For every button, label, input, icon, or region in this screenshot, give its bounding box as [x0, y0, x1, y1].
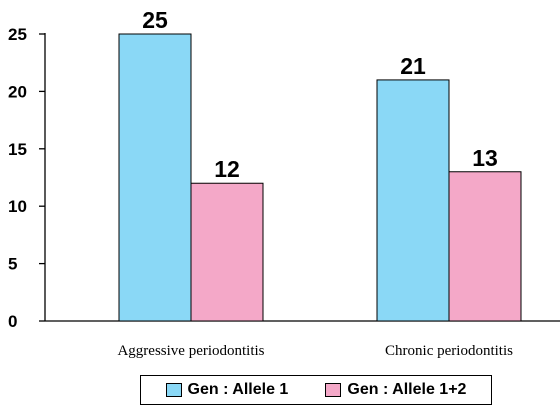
bar-0-1	[190, 182, 264, 322]
category-labels: Aggressive periodontitis Chronic periodon…	[117, 343, 513, 359]
bar-1-1	[448, 171, 522, 322]
y-tick-label-0: 0	[8, 312, 17, 331]
y-ticks: 0 5 10 15 20 25	[8, 25, 45, 331]
data-label-0-1: 12	[214, 156, 240, 182]
category-label-1: Chronic periodontitis	[385, 343, 513, 359]
legend-item-allele-1: Gen : Allele 1	[165, 381, 289, 399]
bar-1-0	[376, 79, 450, 322]
legend-label-allele-1: Gen : Allele 1	[187, 381, 289, 398]
bar-0-0	[118, 33, 192, 322]
legend-swatch-allele-1	[165, 383, 182, 397]
legend-swatch-allele-1-2	[325, 383, 342, 397]
legend-label-allele-1-2: Gen : Allele 1+2	[347, 381, 467, 398]
y-tick-label-25: 25	[8, 25, 27, 44]
category-label-0: Aggressive periodontitis	[117, 343, 264, 359]
bars	[118, 33, 522, 322]
bar-chart: 0 5 10 15 20 25 25 12 21 13 Aggressive periodont…	[8, 7, 560, 359]
y-tick-label-10: 10	[8, 197, 27, 216]
data-label-0-0: 25	[142, 7, 168, 33]
y-tick-label-20: 20	[8, 82, 27, 101]
legend: Gen : Allele 1 Gen : Allele 1+2	[140, 375, 492, 405]
data-labels: 25 12 21 13	[142, 7, 498, 182]
y-tick-label-15: 15	[8, 140, 27, 159]
data-label-1-0: 21	[400, 53, 426, 79]
y-tick-label-5: 5	[8, 255, 17, 274]
legend-item-allele-1-2: Gen : Allele 1+2	[325, 381, 466, 399]
data-label-1-1: 13	[472, 145, 498, 171]
